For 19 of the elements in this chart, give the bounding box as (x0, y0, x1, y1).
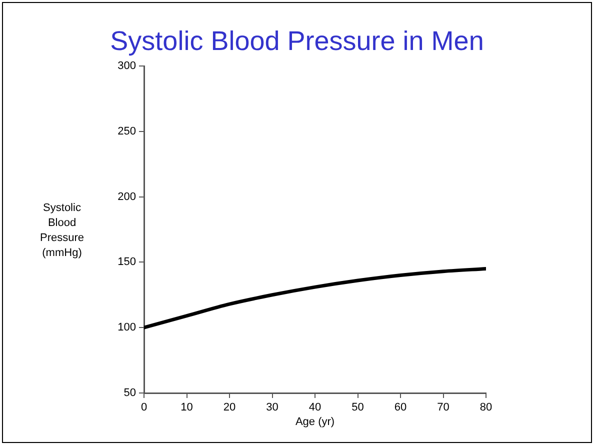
x-tick-label: 40 (308, 402, 322, 414)
y-tick-label: 250 (118, 125, 136, 138)
x-axis-title: Age (yr) (295, 416, 335, 428)
y-tick-label: 50 (124, 387, 136, 400)
line-series (144, 266, 486, 330)
y-tick-label: 100 (118, 322, 136, 334)
x-tick-label: 20 (223, 402, 236, 414)
x-tick-label: 0 (140, 402, 148, 414)
x-tick-label: 80 (480, 402, 492, 414)
x-tick-label: 30 (266, 402, 278, 414)
y-tick-label: 200 (118, 190, 136, 203)
x-tick-label: 50 (352, 402, 364, 414)
chart-title: Systolic Blood Pressure in Men (110, 26, 484, 56)
x-tick-label: 10 (180, 402, 193, 414)
x-tick-label: 70 (437, 402, 450, 414)
y-tick-label: 150 (118, 256, 136, 268)
y-tick-label: 300 (118, 60, 136, 72)
y-axis-title: Systolic Blood Pressure (mmHg) (40, 202, 84, 259)
x-tick-label: 60 (394, 402, 407, 414)
